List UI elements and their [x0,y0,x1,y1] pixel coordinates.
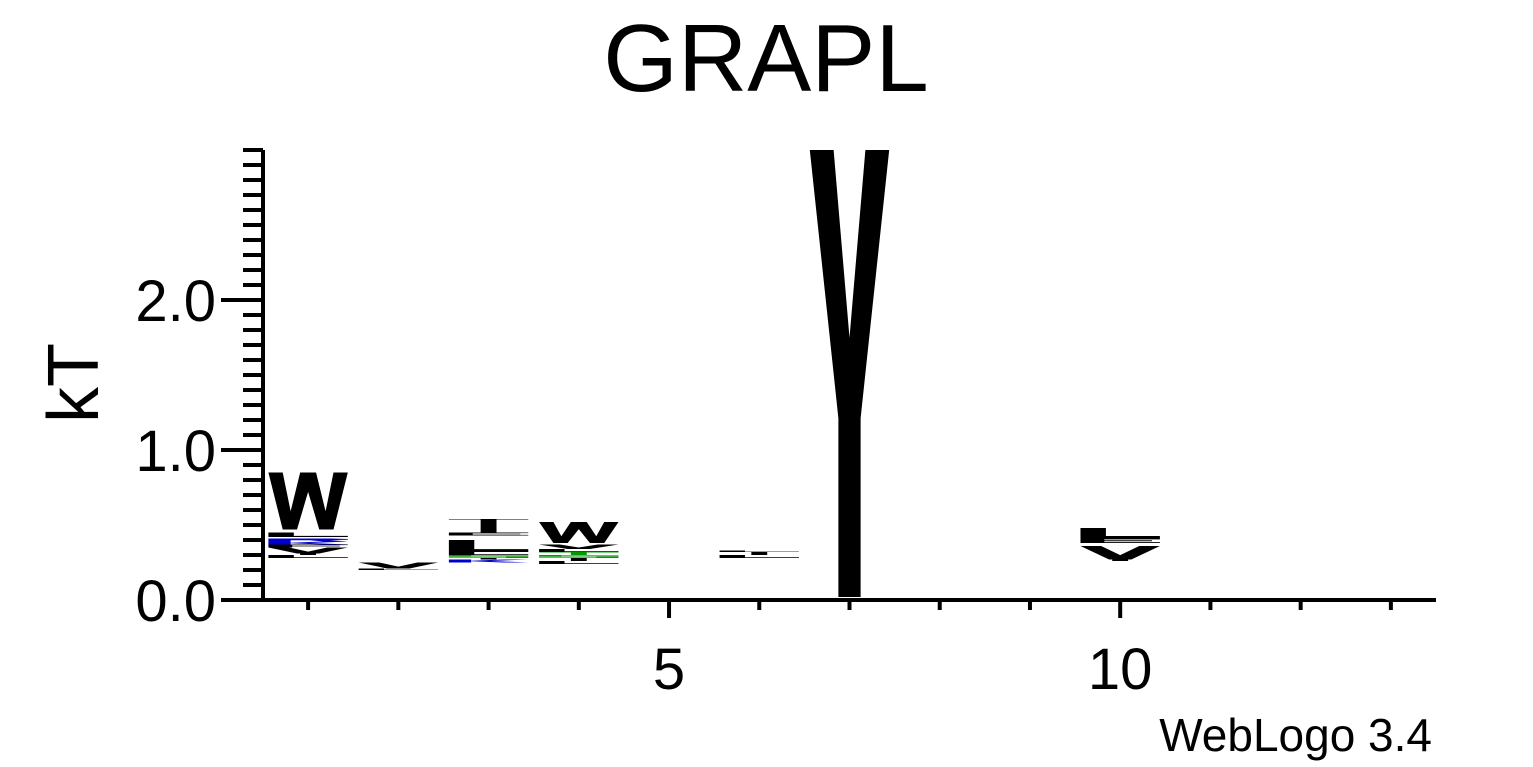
y-tick-label: 2.0 [135,269,216,334]
logo-letter-I [1112,559,1129,561]
logo-letter-W [268,472,348,530]
logo-letter-F [268,544,348,548]
logo-letter-L [539,549,619,552]
letter-stacks [268,150,1160,597]
logo-letter-V [268,547,348,554]
logo-letter-L [358,568,439,570]
logo-letter-V [539,544,619,549]
logo-letter-L [448,540,529,552]
logo-letter-T [448,519,529,522]
logo-letter-R [268,538,348,542]
x-tick-label: 5 [653,637,685,702]
logo-letter-K [268,541,348,545]
weblogo-credit: WebLogo 3.4 [1159,709,1432,761]
logo-letter-L [1080,528,1160,539]
logo-letter-W [539,522,619,543]
logo-letter-L [539,561,619,564]
y-tick-label: 0.0 [135,569,216,634]
axes: 0.0 1.0 2.0 5 10 [135,148,1436,702]
logo-letter-E [1080,538,1160,543]
logo-letter-I [300,553,317,555]
logo-letter-T [539,552,619,555]
y-axis-label: kT [34,343,114,423]
logo-letter-I [751,552,768,555]
logo-letter-V [1080,546,1160,560]
logo-letter-L [719,555,799,558]
logo-letter-K [448,559,529,563]
x-tick-label: 10 [1088,637,1153,702]
logo-letter-I [480,558,497,560]
logo-letter-V [358,562,439,569]
y-tick-label: 1.0 [135,419,216,484]
logo-letter-I [480,522,497,533]
logo-letter-S [539,555,619,558]
logo-letter-I [570,558,587,561]
logo-letter-L [448,552,529,555]
logo-letter-L [268,555,348,558]
logo-letter-S [448,555,529,558]
logo-letter-L [268,532,348,537]
chart-title: GRAPL [603,5,928,112]
logo-letter-E [448,532,529,536]
logo-letter-Y [809,150,890,597]
logo-letter-L [719,550,799,552]
